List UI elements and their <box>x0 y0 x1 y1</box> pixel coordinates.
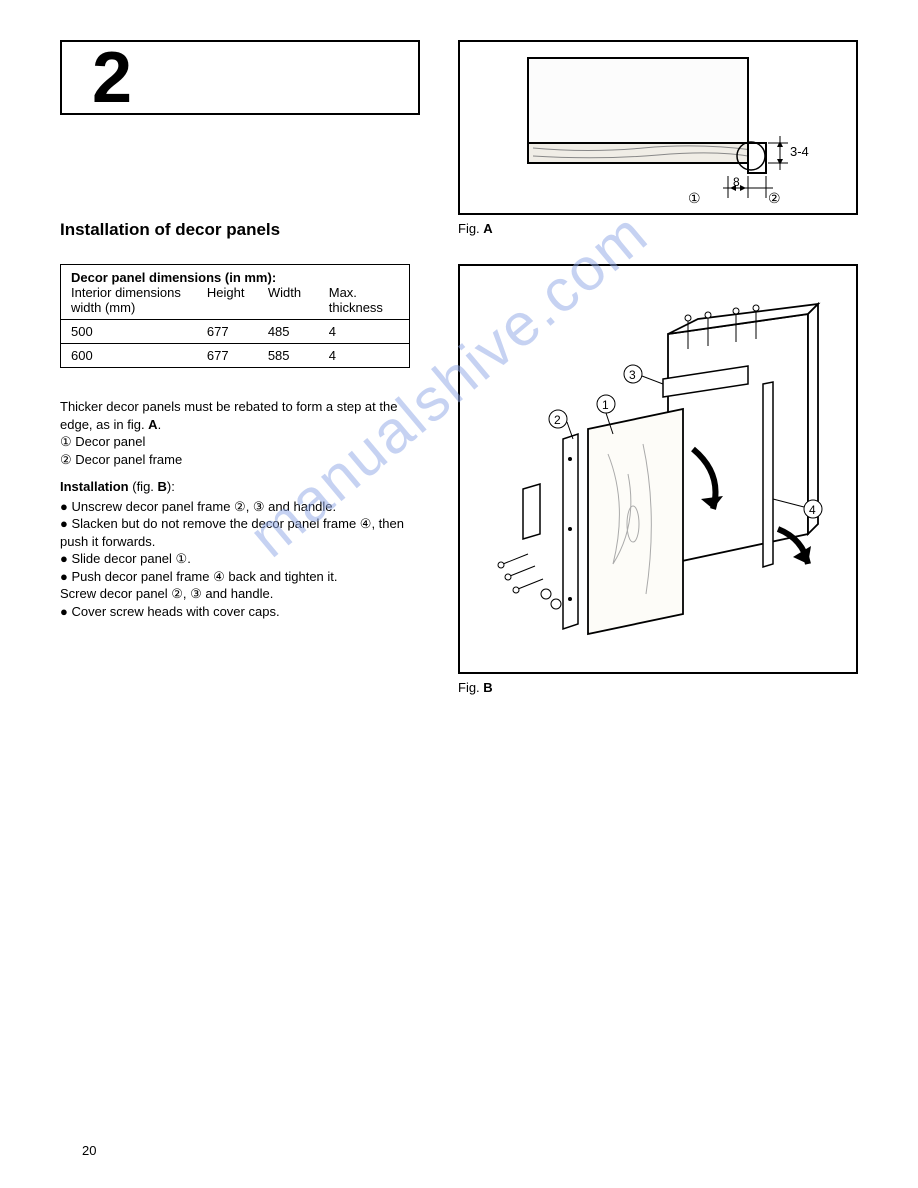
figure-b-box: 1 2 3 4 <box>458 264 858 674</box>
fig-ref: A <box>148 417 157 432</box>
fig-ref: B <box>158 479 167 494</box>
figure-a-label: Fig. A <box>458 221 858 236</box>
list-item: Unscrew decor panel frame ②, ③ and handl… <box>60 498 428 516</box>
table-cell: 4 <box>329 324 399 339</box>
table-header-cell: Interior dimensions width (mm) <box>71 285 207 315</box>
dim-label: 3-4 <box>790 144 809 159</box>
header-text: thickness <box>329 300 383 315</box>
list-item-cont: push it forwards. <box>60 533 428 551</box>
text: Thicker decor panels must be rebated to … <box>60 399 397 414</box>
list-item: Slacken but do not remove the decor pane… <box>60 515 428 533</box>
text: Fig. <box>458 680 483 695</box>
figure-b-label: Fig. B <box>458 680 858 695</box>
table-row: 600 677 585 4 <box>61 344 409 367</box>
table-row: 500 677 485 4 <box>61 320 409 344</box>
legend-item: ② Decor panel frame <box>60 452 182 467</box>
header-text: width (mm) <box>71 300 135 315</box>
table-header-cell: Width <box>268 285 329 315</box>
table-cell: 4 <box>329 348 399 363</box>
svg-text:4: 4 <box>809 503 816 517</box>
table-cell: 485 <box>268 324 329 339</box>
step-number: 2 <box>92 42 132 114</box>
table-cell: 600 <box>71 348 207 363</box>
table-cell: 500 <box>71 324 207 339</box>
paragraph: Thicker decor panels must be rebated to … <box>60 398 428 468</box>
table-cell: 585 <box>268 348 329 363</box>
installation-steps: Unscrew decor panel frame ②, ③ and handl… <box>60 498 428 621</box>
installation-heading: Installation (fig. B): <box>60 478 428 496</box>
svg-text:3: 3 <box>629 368 636 382</box>
callout: ① <box>688 190 701 206</box>
svg-text:1: 1 <box>602 398 609 412</box>
legend-item: ① Decor panel <box>60 434 145 449</box>
table-header-cell: Height <box>207 285 268 315</box>
header-text: Interior dimensions <box>71 285 181 300</box>
figure-a-box: 3-4 8 ① ② <box>458 40 858 215</box>
table-header-cell: Max. thickness <box>329 285 399 315</box>
figure-a-svg: 3-4 8 ① ② <box>468 48 848 208</box>
list-item: Slide decor panel ①. <box>60 550 428 568</box>
table-cell: 677 <box>207 348 268 363</box>
step-number-box: 2 <box>60 40 420 115</box>
table-header-row: Interior dimensions width (mm) Height Wi… <box>61 285 409 320</box>
page-number: 20 <box>82 1143 96 1158</box>
table-title: Decor panel dimensions (in mm): <box>61 265 409 285</box>
table-cell: 677 <box>207 324 268 339</box>
text: Fig. <box>458 221 483 236</box>
dimensions-table: Decor panel dimensions (in mm): Interior… <box>60 264 410 368</box>
text: ): <box>167 479 175 494</box>
section-title: Installation of decor panels <box>60 220 428 240</box>
installation-block: Installation (fig. B): Unscrew decor pan… <box>60 478 428 620</box>
text: edge, as in fig. <box>60 417 148 432</box>
text: B <box>483 680 492 695</box>
list-item-cont: Screw decor panel ②, ③ and handle. <box>60 585 428 603</box>
list-item: Cover screw heads with cover caps. <box>60 603 428 621</box>
figure-b-svg: 1 2 3 4 <box>468 274 848 664</box>
callout: ② <box>768 190 781 206</box>
header-text: Max. <box>329 285 357 300</box>
svg-text:2: 2 <box>554 413 561 427</box>
text: A <box>483 221 492 236</box>
text: (fig. <box>132 479 157 494</box>
dim-label: 8 <box>733 175 740 189</box>
text: Installation <box>60 479 132 494</box>
list-item: Push decor panel frame ④ back and tighte… <box>60 568 428 586</box>
